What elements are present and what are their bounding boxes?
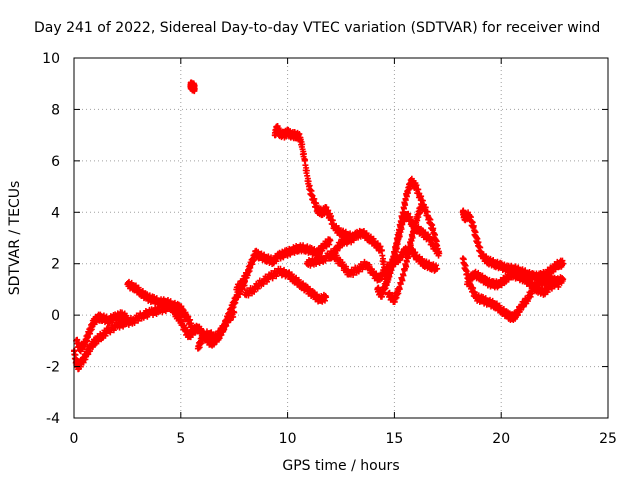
data-point: [378, 247, 385, 254]
y-tick-label: 0: [51, 308, 60, 324]
data-point: [419, 201, 426, 208]
data-point: [216, 333, 223, 340]
data-point: [380, 258, 387, 265]
data-point: [560, 260, 567, 267]
data-point: [399, 277, 406, 284]
y-tick-label: 8: [51, 102, 60, 118]
y-tick-label: 6: [51, 154, 60, 170]
x-axis-label: GPS time / hours: [282, 458, 399, 474]
data-point: [399, 254, 406, 261]
y-tick-label: 2: [51, 257, 60, 273]
x-tick-label: 10: [279, 431, 297, 447]
data-point: [227, 317, 234, 324]
x-tick-label: 25: [599, 431, 617, 447]
data-point: [230, 313, 237, 320]
series-i: [271, 123, 357, 244]
data-points: [71, 79, 567, 373]
y-tick-label: 10: [42, 51, 60, 67]
data-point: [220, 327, 227, 334]
data-point: [191, 85, 198, 92]
data-point: [223, 322, 230, 329]
series-h: [241, 265, 330, 305]
data-point: [400, 272, 407, 279]
data-point: [336, 244, 343, 251]
series-g: [233, 236, 334, 293]
chart-title: Day 241 of 2022, Sidereal Day-to-day VTE…: [34, 20, 600, 36]
data-point: [327, 237, 334, 244]
axis-ticks: 0 5 10 15 20 25 -4 -2 0 2 4 6 8 10: [42, 51, 617, 447]
data-point: [236, 286, 243, 293]
series-k: [327, 227, 389, 283]
data-point: [302, 156, 309, 163]
x-tick-label: 0: [70, 431, 79, 447]
x-tick-label: 20: [492, 431, 510, 447]
x-tick-label: 5: [176, 431, 185, 447]
data-point: [299, 141, 306, 148]
data-point: [231, 309, 238, 316]
data-point: [397, 281, 404, 288]
series-b: [73, 309, 131, 355]
y-tick-label: -2: [46, 360, 60, 376]
data-point: [326, 241, 333, 248]
y-tick-label: -4: [46, 411, 60, 427]
data-point: [396, 286, 403, 293]
data-point: [436, 250, 443, 257]
data-point: [414, 217, 421, 224]
data-point: [329, 254, 336, 261]
data-point: [300, 150, 307, 157]
series-e: [194, 308, 238, 352]
data-point: [213, 336, 220, 343]
data-point: [305, 178, 312, 185]
data-point: [124, 314, 131, 321]
data-point: [319, 247, 326, 254]
x-tick-label: 15: [385, 431, 403, 447]
y-tick-label: 4: [51, 205, 60, 221]
data-point: [434, 265, 441, 272]
data-point: [303, 167, 310, 174]
series-f: [187, 79, 198, 95]
data-point: [396, 257, 403, 264]
series-c: [124, 278, 195, 331]
series-n: [384, 201, 426, 305]
data-point: [386, 273, 393, 280]
data-point: [334, 247, 341, 254]
data-point: [323, 294, 330, 301]
y-axis-label: SDTVAR / TECUs: [7, 181, 23, 296]
